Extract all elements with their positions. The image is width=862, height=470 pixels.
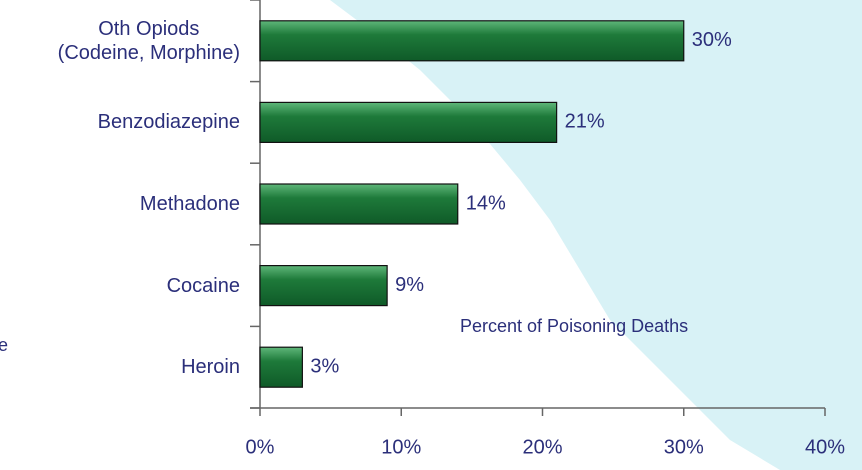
x-tick-label: 20% [522,436,562,458]
bar [259,20,685,62]
x-tick-label: 40% [805,436,845,458]
value-label: 3% [310,355,339,377]
x-tick-label: 0% [246,436,275,458]
category-label: Cocaine [166,274,240,297]
map-background [330,0,862,470]
value-label: 30% [692,29,732,51]
category-label: Benzodiazepine [97,111,240,134]
side-text: e [0,335,8,355]
value-label: 21% [565,111,605,133]
x-tick-label: 30% [664,436,704,458]
value-label: 14% [466,192,506,214]
category-label: Oth Opiods (Codeine, Morphine) [57,17,240,64]
category-label: Methadone [139,193,240,215]
category-label: Heroin [181,356,240,379]
bar [259,183,459,225]
bar [259,101,558,144]
x-tick-label: 10% [381,436,421,458]
bar [259,265,388,307]
value-label: 9% [395,274,424,296]
annotation: Percent of Poisoning Deaths [460,316,688,336]
bar [259,346,303,388]
